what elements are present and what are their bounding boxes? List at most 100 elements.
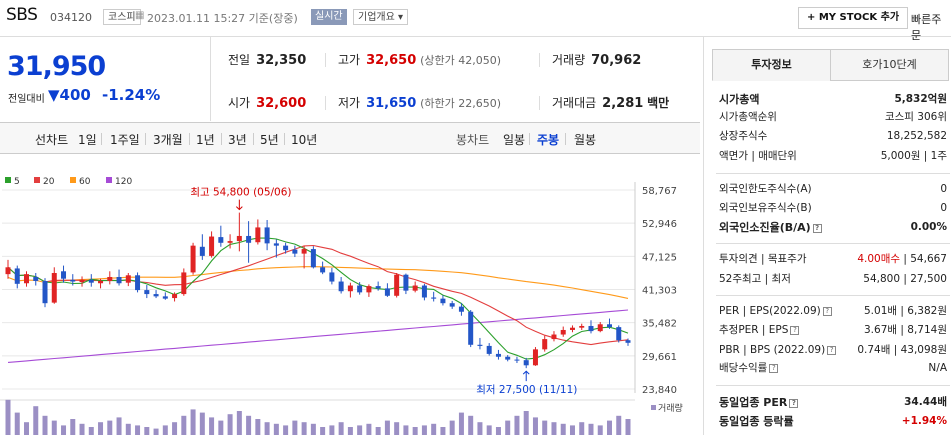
volume-bar: [14, 412, 20, 435]
volume-bar: [486, 425, 492, 435]
change-label: 전일대비: [8, 94, 45, 105]
candle-body: [384, 288, 390, 296]
candle-body: [79, 279, 85, 283]
volume-bar: [449, 420, 455, 435]
realtime-badge[interactable]: 실시간: [311, 9, 347, 25]
add-mystock-button[interactable]: + MY STOCK 추가: [798, 7, 909, 29]
volume-bar: [310, 423, 316, 435]
change-rate: -1.24%: [102, 86, 161, 104]
candle-body: [477, 344, 483, 346]
candle-body: [394, 274, 400, 296]
candle-body: [162, 296, 168, 299]
candle-body: [523, 360, 529, 366]
day-high: 고가 32,650 (상한가 42,050): [338, 53, 502, 68]
legend-swatch: [34, 177, 40, 183]
timestamp: 2023.01.11 15:27 기준(장중): [147, 12, 298, 25]
candle-body: [283, 245, 289, 251]
volume-bar: [431, 423, 437, 435]
tab-monthly[interactable]: 월봉: [574, 133, 597, 147]
candle-body: [181, 272, 187, 295]
candle-body: [5, 267, 11, 275]
candle-body: [366, 286, 372, 293]
help-icon[interactable]: ?: [822, 306, 832, 316]
candle-body: [357, 285, 363, 293]
candle-body: [458, 306, 464, 312]
volume-bar: [51, 420, 57, 435]
volume-bar: [412, 427, 418, 435]
tab-1d[interactable]: 1일: [78, 133, 97, 147]
volume-bar: [70, 419, 76, 435]
candle-body: [88, 279, 94, 283]
day-low: 저가 31,650 (하한가 22,650): [338, 96, 502, 111]
volume-bar: [468, 415, 474, 435]
candle-body: [588, 325, 594, 332]
tab-candle-chart[interactable]: 봉차트: [456, 133, 490, 147]
candle-body: [431, 297, 437, 299]
price-box: 31,950 전일대비 ▼400 -1.24%: [0, 37, 211, 121]
info-pbr: PBR | BPS (2022.09)? 0.74배 | 43,098원: [719, 344, 947, 356]
volume-bar: [107, 420, 113, 435]
info-industry-rate: 동일업종 등락률 +1.94%: [719, 415, 947, 428]
candle-body: [329, 272, 335, 282]
volume-bar: [255, 419, 261, 435]
tab-3m[interactable]: 3개월: [153, 133, 183, 147]
candle-body: [421, 285, 427, 298]
y-tick-label: 52,946: [642, 219, 677, 230]
volume-bar: [172, 422, 178, 435]
help-icon[interactable]: ?: [789, 398, 799, 408]
legend-entry: 120: [115, 177, 132, 187]
volume-bar: [33, 406, 39, 435]
high-annotation: 최고 54,800 (05/06): [190, 187, 291, 199]
tab-weekly[interactable]: 주봉: [537, 133, 560, 147]
tab-1y[interactable]: 1년: [196, 133, 215, 147]
candle-body: [107, 276, 113, 281]
tab-quote-10[interactable]: 호가10단계: [830, 49, 949, 81]
help-icon[interactable]: ?: [769, 363, 779, 373]
candle-body: [246, 235, 252, 243]
company-info-button[interactable]: 기업개요 ▾: [353, 9, 409, 25]
info-shares: 상장주식수 18,252,582: [719, 130, 947, 142]
y-tick-label: 58,767: [642, 186, 677, 197]
help-icon[interactable]: ?: [790, 325, 800, 335]
volume-legend-swatch: [651, 405, 656, 410]
candle-body: [597, 324, 603, 332]
candle-body: [403, 274, 409, 291]
legend-entry: 20: [43, 177, 55, 187]
candle-body: [449, 303, 455, 307]
tab-invest-info[interactable]: 투자정보: [712, 49, 831, 81]
volume-bar: [514, 415, 520, 435]
volume-bar: [403, 425, 409, 435]
volume-bar: [246, 415, 252, 435]
volume-bar: [5, 399, 11, 435]
volume-bar: [301, 422, 307, 435]
candle-body: [264, 227, 270, 244]
candle-body: [70, 279, 76, 282]
volume-bar: [273, 423, 279, 435]
tab-1w[interactable]: 1주일: [110, 133, 140, 147]
tab-3y[interactable]: 3년: [228, 133, 247, 147]
candle-body: [310, 249, 316, 268]
quick-order-link[interactable]: 빠른주문: [911, 13, 942, 42]
weekly-candle-chart: 58,767 52,946 47,125 41,303 35,482 29,661 23,8…: [0, 177, 683, 435]
help-icon[interactable]: ?: [812, 223, 822, 233]
info-opinion: 투자의견 | 목표주가 4.00매수 | 54,667: [719, 253, 947, 265]
candle-body: [190, 245, 196, 273]
header-bar: SBS 034120 코스피 ▦ 2023.01.11 15:27 기준(장중)…: [0, 0, 951, 42]
tab-10y[interactable]: 10년: [291, 133, 318, 147]
volume-bar: [338, 422, 344, 435]
tab-line-chart[interactable]: 선차트: [35, 133, 69, 147]
volume-bar: [357, 425, 363, 435]
open-price: 시가 32,600: [228, 96, 307, 111]
tab-daily[interactable]: 일봉: [503, 133, 526, 147]
low-arrow-icon: [522, 370, 530, 382]
volume-bar: [560, 423, 566, 435]
tab-5y[interactable]: 5년: [260, 133, 279, 147]
low-annotation: 최저 27,500 (11/11): [476, 384, 577, 396]
volume-bar: [320, 427, 326, 435]
volume-bar: [227, 414, 233, 435]
candle-body: [412, 285, 418, 291]
candle-body: [514, 359, 520, 361]
high-arrow-icon: [235, 199, 243, 211]
candle-body: [24, 274, 30, 284]
help-icon[interactable]: ?: [827, 345, 837, 355]
